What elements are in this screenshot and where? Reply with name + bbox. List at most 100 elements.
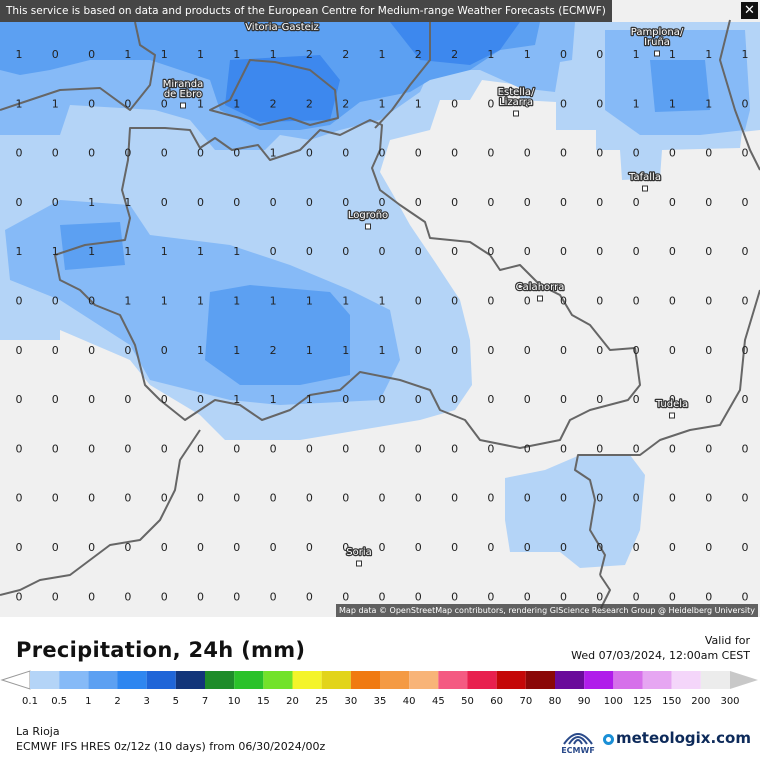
grid-value: 1 <box>16 48 23 61</box>
city-marker[interactable]: Vitoria-Gasteiz <box>244 21 320 35</box>
city-marker[interactable]: Logroño <box>347 209 389 230</box>
grid-value: 0 <box>270 196 277 209</box>
grid-value: 0 <box>487 344 494 357</box>
grid-value: 0 <box>451 295 458 308</box>
grid-value: 1 <box>124 245 131 258</box>
grid-value: 0 <box>233 590 240 603</box>
city-label: Tudela <box>655 399 688 410</box>
grid-value: 1 <box>233 48 240 61</box>
city-marker[interactable]: Calahorra <box>514 281 566 302</box>
precipitation-shading <box>0 22 760 568</box>
grid-value: 0 <box>742 245 749 258</box>
grid-value: 0 <box>16 442 23 455</box>
city-dot-icon <box>180 102 186 109</box>
region-name: La Rioja <box>16 725 60 738</box>
grid-value: 0 <box>233 492 240 505</box>
scale-swatch <box>380 671 410 689</box>
city-dot-icon <box>356 560 362 567</box>
grid-value: 0 <box>342 245 349 258</box>
city-marker[interactable]: Pamplona/Iruña <box>629 26 685 57</box>
grid-value: 1 <box>705 97 712 110</box>
city-marker[interactable]: Tudela <box>654 398 689 419</box>
grid-value: 0 <box>379 541 386 554</box>
grid-value: 0 <box>124 97 131 110</box>
scale-tick-label: 1 <box>85 696 92 707</box>
grid-value: 0 <box>197 541 204 554</box>
grid-value: 0 <box>487 147 494 160</box>
grid-value: 1 <box>197 97 204 110</box>
grid-value: 1 <box>52 97 59 110</box>
grid-value: 0 <box>524 245 531 258</box>
grid-value: 0 <box>415 196 422 209</box>
scale-swatch <box>350 671 380 689</box>
grid-value: 0 <box>306 196 313 209</box>
grid-value: 0 <box>161 442 168 455</box>
city-label: Soria <box>346 547 371 558</box>
grid-value: 0 <box>596 393 603 406</box>
scale-tick-label: 20 <box>286 696 299 707</box>
city-label: Tafalla <box>628 172 661 183</box>
grid-value: 0 <box>415 147 422 160</box>
light-blue-area-south <box>505 455 645 568</box>
valid-date: Wed 07/03/2024, 12:00am CEST <box>571 649 750 662</box>
grid-value: 0 <box>596 344 603 357</box>
city-marker[interactable]: Soria <box>345 546 373 567</box>
map-attribution: Map data © OpenStreetMap contributors, r… <box>336 604 758 617</box>
grid-value: 0 <box>560 541 567 554</box>
grid-value: 0 <box>306 590 313 603</box>
grid-value: 0 <box>16 492 23 505</box>
legend-title: Precipitation, 24h (mm) <box>16 638 306 662</box>
scale-swatch <box>438 671 468 689</box>
scale-tick-label: 35 <box>373 696 387 707</box>
city-marker[interactable]: Estella/Lizarra <box>496 86 536 117</box>
scale-swatch <box>555 671 585 689</box>
grid-value: 0 <box>88 541 95 554</box>
grid-value: 0 <box>633 541 640 554</box>
grid-value: 0 <box>633 196 640 209</box>
burgos-soria-border <box>0 21 201 596</box>
grid-value: 0 <box>88 492 95 505</box>
grid-value: 0 <box>524 492 531 505</box>
grid-value: 0 <box>306 492 313 505</box>
city-label: Lizarra <box>499 97 533 108</box>
city-marker[interactable]: Tafalla <box>627 171 662 192</box>
precipitation-map[interactable]: 1 0 0 1 1 1 1 1 2 2 1 2 2 1 1 0 0 1 1 1 1 1 1 0 0 0 1 1 2 2 2 1 1 0 0 0 0 0 1 1… <box>0 0 760 617</box>
grid-value: 0 <box>560 196 567 209</box>
grid-value: 0 <box>560 48 567 61</box>
grid-value: 0 <box>669 541 676 554</box>
grid-value: 0 <box>161 344 168 357</box>
grid-value: 0 <box>124 442 131 455</box>
meteologix-logo[interactable]: meteologix.com <box>603 729 751 747</box>
scale-tick-label: 10 <box>227 696 241 707</box>
grid-value: 0 <box>596 442 603 455</box>
ecmwf-logo[interactable]: ECMWF <box>558 726 598 758</box>
precipitation-values: 1 0 0 1 1 1 1 1 2 2 1 2 2 1 1 0 0 1 1 1 1 1 1 0 0 0 1 1 2 2 2 1 1 0 0 0 0 0 1 1… <box>16 48 749 603</box>
grid-value: 0 <box>596 590 603 603</box>
grid-value: 0 <box>451 196 458 209</box>
grid-value: 1 <box>487 48 494 61</box>
grid-value: 0 <box>233 196 240 209</box>
scale-swatch <box>409 671 439 689</box>
grid-value: 0 <box>633 442 640 455</box>
grid-value: 0 <box>306 541 313 554</box>
grid-value: 0 <box>596 295 603 308</box>
scale-swatch <box>234 671 264 689</box>
grid-value: 0 <box>633 393 640 406</box>
grid-value: 0 <box>633 147 640 160</box>
scale-tick-label: 200 <box>691 696 711 707</box>
grid-value: 0 <box>633 245 640 258</box>
grid-value: 0 <box>487 245 494 258</box>
close-icon[interactable]: ✕ <box>741 2 758 19</box>
grid-value: 0 <box>379 196 386 209</box>
scale-swatch <box>30 671 60 689</box>
grid-value: 1 <box>306 344 313 357</box>
grid-value: 0 <box>342 147 349 160</box>
grid-value: 0 <box>342 590 349 603</box>
grid-value: 0 <box>524 97 531 110</box>
grid-value: 0 <box>52 48 59 61</box>
grid-value: 1 <box>88 245 95 258</box>
grid-value: 0 <box>88 295 95 308</box>
grid-value: 0 <box>161 541 168 554</box>
scale-swatch <box>292 671 322 689</box>
